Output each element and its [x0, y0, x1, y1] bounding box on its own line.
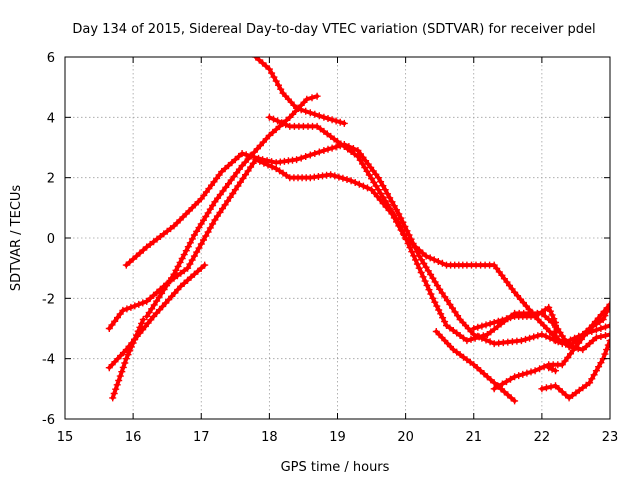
series-track-7	[265, 113, 610, 354]
series-markers	[538, 337, 610, 402]
series-markers	[490, 300, 610, 393]
data-series	[105, 57, 610, 405]
series-markers	[105, 156, 610, 351]
y-tick-label: 4	[47, 111, 55, 126]
series-track-1	[122, 141, 610, 348]
x-tick-label: 16	[125, 430, 142, 445]
series-markers	[122, 141, 610, 348]
series-track-4	[105, 261, 209, 372]
x-axis-label: GPS time / hours	[281, 460, 390, 475]
series-track-12	[545, 364, 559, 375]
series-band	[144, 94, 320, 319]
y-tick-label: -2	[42, 292, 55, 307]
y-tick-label: 2	[47, 172, 55, 187]
series-track-5	[143, 92, 321, 320]
x-tick-label: 15	[57, 430, 74, 445]
series-markers	[470, 303, 559, 345]
x-tick-label: 20	[397, 430, 414, 445]
series-track-6	[252, 57, 348, 127]
series-track-9	[470, 303, 559, 345]
x-tick-label: 21	[465, 430, 482, 445]
x-tick-label: 19	[329, 430, 346, 445]
y-axis-label: SDTVAR / TECUs	[9, 185, 24, 292]
x-tick-label: 18	[261, 430, 278, 445]
series-track-2	[105, 156, 610, 351]
x-tick-label: 23	[602, 430, 619, 445]
series-track-10	[490, 300, 610, 393]
series-markers	[252, 57, 348, 127]
y-tick-label: -4	[42, 353, 55, 368]
y-tick-label: 6	[47, 51, 55, 66]
series-markers	[143, 92, 321, 320]
axis-ticks	[64, 56, 611, 420]
series-markers	[105, 261, 209, 372]
y-tick-label: 0	[47, 232, 55, 247]
series-markers	[545, 364, 559, 375]
grid	[65, 57, 610, 419]
y-tick-label: -6	[42, 413, 55, 428]
series-markers	[265, 113, 610, 354]
x-tick-label: 22	[534, 430, 551, 445]
chart-title: Day 134 of 2015, Sidereal Day-to-day VTE…	[72, 22, 595, 37]
series-track-11	[538, 337, 610, 402]
x-tick-label: 17	[193, 430, 210, 445]
